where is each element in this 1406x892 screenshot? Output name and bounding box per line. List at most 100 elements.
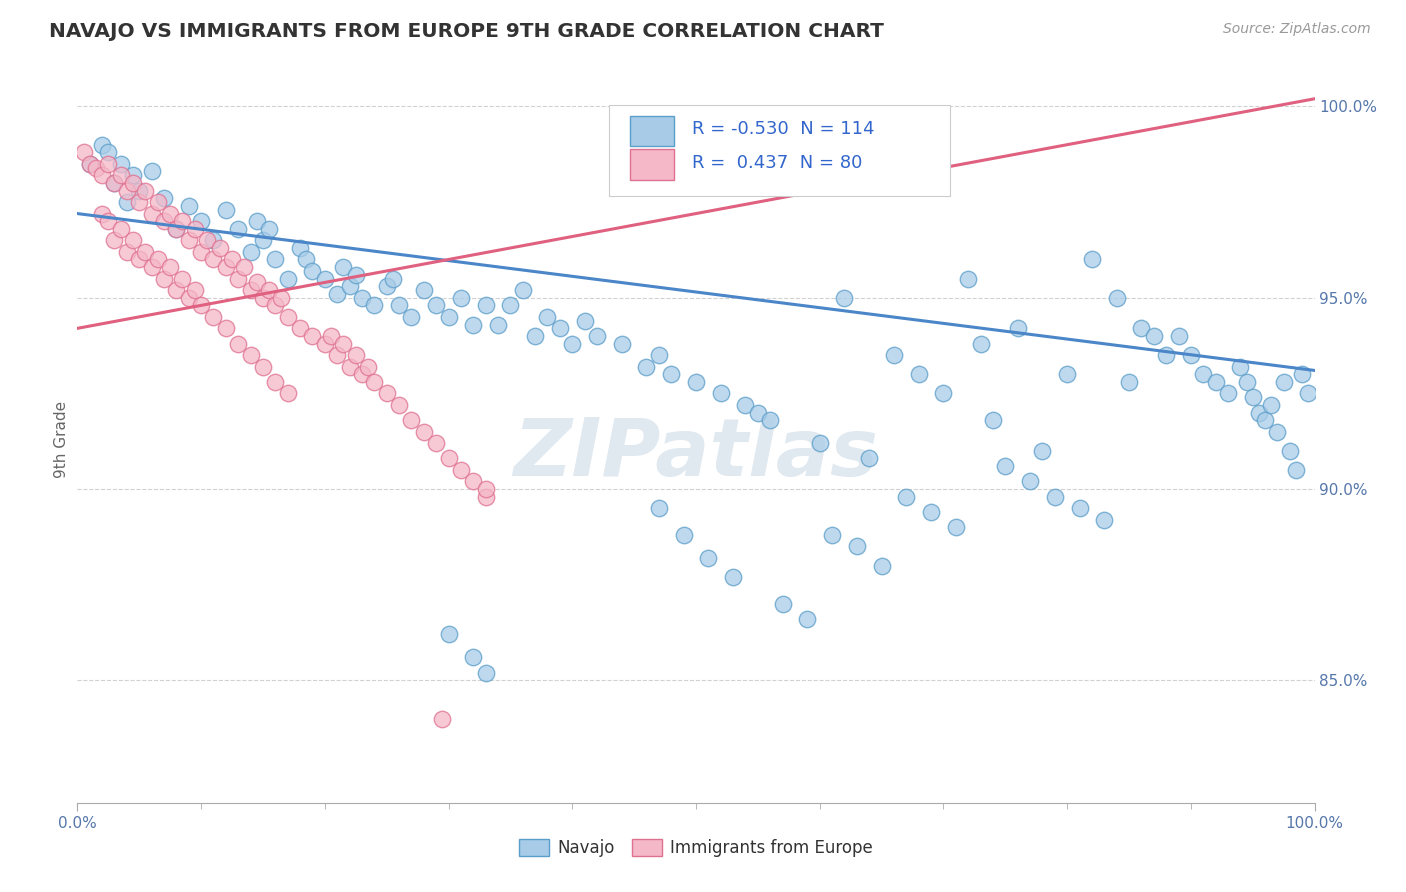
- Point: [350, 291, 373, 305]
- Point: [79, 157, 101, 171]
- Point: [357, 359, 380, 374]
- Point: [808, 436, 831, 450]
- Point: [437, 451, 460, 466]
- Point: [314, 336, 336, 351]
- Point: [388, 398, 411, 412]
- Point: [1254, 413, 1277, 427]
- Point: [134, 244, 156, 259]
- Point: [110, 222, 132, 236]
- Point: [1267, 425, 1289, 439]
- Point: [412, 283, 434, 297]
- Point: [1260, 398, 1282, 412]
- Point: [1241, 390, 1264, 404]
- Point: [288, 321, 311, 335]
- Point: [381, 271, 404, 285]
- Point: [215, 260, 238, 274]
- Point: [969, 336, 991, 351]
- Point: [344, 268, 367, 282]
- Point: [141, 164, 163, 178]
- Point: [239, 348, 262, 362]
- Point: [190, 298, 212, 312]
- Point: [339, 279, 361, 293]
- Point: [153, 191, 176, 205]
- Point: [375, 279, 398, 293]
- Point: [747, 405, 769, 419]
- Point: [450, 291, 472, 305]
- Point: [159, 206, 181, 220]
- Point: [474, 665, 496, 680]
- Point: [474, 490, 496, 504]
- Point: [759, 413, 782, 427]
- Point: [425, 436, 447, 450]
- Point: [91, 169, 114, 183]
- Point: [1143, 329, 1166, 343]
- Point: [1285, 463, 1308, 477]
- Point: [246, 276, 269, 290]
- Point: [301, 264, 323, 278]
- Point: [172, 214, 194, 228]
- Point: [202, 252, 225, 267]
- Point: [264, 298, 287, 312]
- Point: [1205, 375, 1227, 389]
- Point: [134, 184, 156, 198]
- Point: [512, 283, 534, 297]
- Point: [981, 413, 1004, 427]
- Point: [153, 271, 176, 285]
- Point: [845, 540, 868, 554]
- Point: [1291, 368, 1313, 382]
- Point: [153, 214, 176, 228]
- Point: [277, 271, 299, 285]
- Point: [115, 184, 138, 198]
- Point: [103, 176, 125, 190]
- Point: [177, 233, 200, 247]
- Point: [221, 252, 243, 267]
- Y-axis label: 9th Grade: 9th Grade: [53, 401, 69, 478]
- Point: [288, 241, 311, 255]
- Point: [437, 627, 460, 641]
- Point: [115, 244, 138, 259]
- Point: [907, 368, 929, 382]
- Point: [97, 157, 120, 171]
- Point: [1081, 252, 1104, 267]
- Point: [1007, 321, 1029, 335]
- Point: [1118, 375, 1140, 389]
- Point: [128, 184, 150, 198]
- Point: [721, 570, 744, 584]
- Point: [146, 195, 169, 210]
- Point: [463, 318, 485, 332]
- Point: [277, 386, 299, 401]
- Point: [412, 425, 434, 439]
- Point: [697, 550, 720, 565]
- Point: [672, 528, 695, 542]
- Point: [110, 157, 132, 171]
- Point: [388, 298, 411, 312]
- Point: [945, 520, 967, 534]
- FancyBboxPatch shape: [630, 116, 673, 146]
- Point: [177, 199, 200, 213]
- Point: [561, 336, 583, 351]
- Point: [401, 413, 423, 427]
- Point: [821, 528, 844, 542]
- Point: [172, 271, 194, 285]
- Point: [226, 271, 249, 285]
- Point: [159, 260, 181, 274]
- Point: [122, 233, 145, 247]
- Point: [536, 310, 558, 324]
- Point: [574, 314, 596, 328]
- Point: [97, 145, 120, 160]
- Point: [932, 386, 955, 401]
- Point: [110, 169, 132, 183]
- Point: [295, 252, 318, 267]
- Point: [710, 386, 733, 401]
- Point: [401, 310, 423, 324]
- Text: Source: ZipAtlas.com: Source: ZipAtlas.com: [1223, 22, 1371, 37]
- Point: [257, 222, 280, 236]
- Point: [1019, 475, 1042, 489]
- Point: [141, 206, 163, 220]
- Point: [91, 206, 114, 220]
- Point: [264, 375, 287, 389]
- Point: [1229, 359, 1251, 374]
- Point: [772, 597, 794, 611]
- Point: [1092, 513, 1115, 527]
- Point: [994, 459, 1017, 474]
